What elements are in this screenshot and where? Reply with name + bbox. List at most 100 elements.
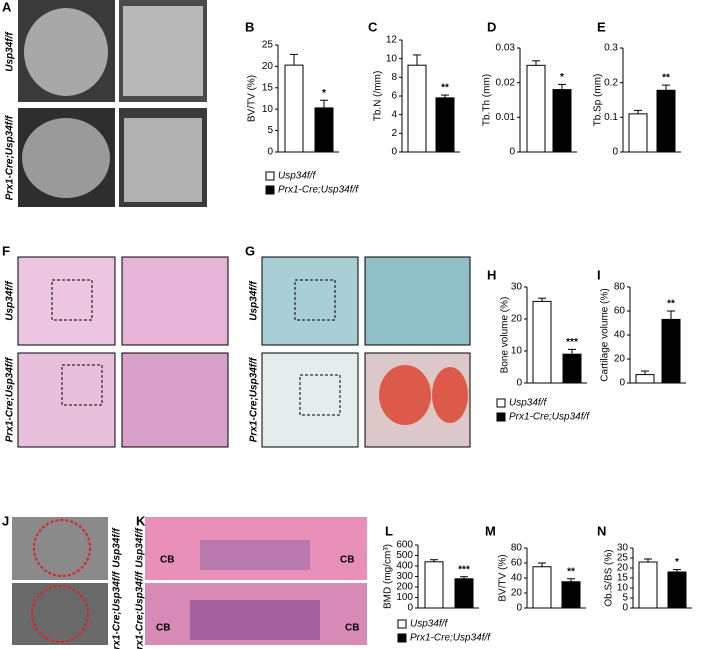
y-tick-label: 0 xyxy=(407,603,413,614)
panel-letter: I xyxy=(597,267,601,282)
row-label: Prx1-Cre;Usp34f/f xyxy=(112,570,123,649)
bar xyxy=(532,300,552,384)
zoom-box xyxy=(61,364,103,406)
y-tick-label: 2 xyxy=(391,128,397,139)
y-tick-label: 5 xyxy=(622,593,628,604)
y-tick-label: 25 xyxy=(262,40,274,51)
zoom-box xyxy=(51,279,93,321)
row-label: Usp34f/f xyxy=(5,280,16,321)
cartilage xyxy=(379,365,431,425)
y-tick-label: 15 xyxy=(262,82,274,93)
y-tick-label: 20 xyxy=(511,314,523,325)
row-label: Prx1-Cre;Usp34f/f xyxy=(5,356,16,442)
bar xyxy=(526,64,546,153)
y-tick-label: 100 xyxy=(396,592,413,603)
y-tick-label: 4 xyxy=(391,109,397,120)
y-axis-label: Tb.Th (mm) xyxy=(482,74,493,126)
histology-image xyxy=(121,352,229,448)
bar xyxy=(661,318,681,384)
panel-letter: F xyxy=(2,243,10,258)
y-axis-label: BMD (mg/cm³) xyxy=(383,544,394,609)
significance: * xyxy=(322,88,326,99)
y-tick-label: 25 xyxy=(617,553,629,564)
row-label: Prx1-Cre;Usp34f/f xyxy=(249,356,260,442)
y-axis-label: Ob.S/BS (%) xyxy=(604,549,615,606)
y-tick-label: 0.01 xyxy=(496,112,516,123)
row-label: Usp34f/f xyxy=(5,31,16,72)
y-tick-label: 40 xyxy=(614,330,626,341)
y-tick-label: 10 xyxy=(617,583,629,594)
legend-label: Prx1-Cre;Usp34f/f xyxy=(278,185,359,196)
bar xyxy=(628,113,648,153)
y-tick-label: 40 xyxy=(511,573,523,584)
bone xyxy=(123,6,203,96)
y-tick-label: 6 xyxy=(391,91,397,102)
y-tick-label: 300 xyxy=(396,571,413,582)
y-tick-label: 0 xyxy=(612,147,618,158)
bar xyxy=(562,353,582,384)
cartilage xyxy=(432,367,468,423)
cb-label: CB xyxy=(156,623,170,634)
cb-label: CB xyxy=(160,555,174,566)
panel-letter: B xyxy=(245,19,254,34)
bar xyxy=(284,64,304,153)
y-tick-label: 60 xyxy=(511,558,523,569)
micro-ct-image xyxy=(12,517,108,580)
cb-label: CB xyxy=(340,555,354,566)
significance: ** xyxy=(667,299,675,310)
y-tick-label: 0.2 xyxy=(604,77,618,88)
y-tick-label: 10 xyxy=(511,346,523,357)
legend-swatch xyxy=(265,171,275,181)
row-label: Usp34f/f xyxy=(135,527,146,568)
significance: *** xyxy=(566,337,578,348)
legend-label: Usp34f/f xyxy=(410,619,448,630)
y-tick-label: 0 xyxy=(622,603,628,614)
legend-swatch xyxy=(265,185,275,195)
row-label: Prx1-Cre;Usp34f/f xyxy=(5,114,16,200)
bar xyxy=(667,571,687,609)
bar xyxy=(561,581,581,609)
panel-letter: C xyxy=(368,19,378,34)
y-tick-label: 0.1 xyxy=(604,112,618,123)
y-axis-label: Bone volume (%) xyxy=(500,297,511,374)
row-label: Usp34f/f xyxy=(112,527,123,568)
y-tick-label: 0.02 xyxy=(496,77,516,88)
panel-letter: D xyxy=(487,19,496,34)
legend-label: Prx1-Cre;Usp34f/f xyxy=(509,412,590,423)
panel-letter: G xyxy=(245,243,255,258)
bar xyxy=(532,566,552,609)
panel-letter: K xyxy=(136,513,146,528)
tissue xyxy=(190,600,320,640)
histology-image xyxy=(121,256,229,346)
histology-image xyxy=(261,256,359,346)
y-tick-label: 10 xyxy=(386,53,398,64)
significance: * xyxy=(675,557,679,568)
y-tick-label: 0 xyxy=(516,603,522,614)
roi-circle xyxy=(31,585,89,643)
legend-swatch xyxy=(397,619,407,629)
panel-letter: J xyxy=(2,513,9,528)
bar xyxy=(407,64,427,153)
legend-label: Usp34f/f xyxy=(509,398,547,409)
panel-letter: M xyxy=(485,523,496,538)
legend-swatch xyxy=(496,412,506,422)
y-tick-label: 60 xyxy=(614,306,626,317)
legend-label: Usp34f/f xyxy=(278,171,316,182)
y-tick-label: 20 xyxy=(511,588,523,599)
y-tick-label: 0 xyxy=(516,378,522,389)
significance: *** xyxy=(458,564,470,575)
y-tick-label: 30 xyxy=(511,282,523,293)
y-tick-label: 0 xyxy=(267,147,273,158)
y-tick-label: 600 xyxy=(396,540,413,551)
y-tick-label: 30 xyxy=(617,543,629,554)
bar xyxy=(635,374,655,384)
y-tick-label: 20 xyxy=(262,61,274,72)
bar xyxy=(314,107,334,153)
y-axis-label: BV/TV (%) xyxy=(247,75,258,122)
bar xyxy=(424,561,444,609)
significance: ** xyxy=(567,566,575,577)
legend-swatch xyxy=(397,633,407,643)
panel-letter: E xyxy=(597,19,606,34)
bar xyxy=(454,578,474,609)
y-axis-label: Tb.N (/mm) xyxy=(373,71,384,122)
